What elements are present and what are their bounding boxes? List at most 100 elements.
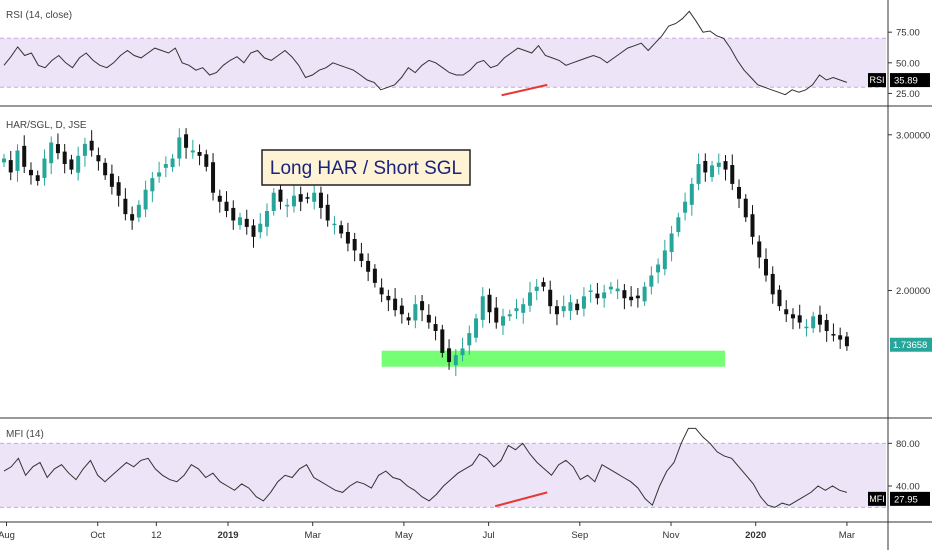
candle-body: [676, 217, 681, 232]
time-tick-label: Sep: [571, 530, 588, 541]
candle-body: [467, 333, 472, 346]
candle-body: [251, 225, 256, 237]
candle-body: [386, 295, 391, 301]
candle-body: [35, 175, 40, 181]
candle-body: [777, 289, 782, 307]
candle-body: [635, 295, 640, 299]
price-pane[interactable]: HAR/SGL, D, JSE 3.00000 2.00000 1.73658 L…: [2, 120, 932, 377]
rsi-last-value-tag: RSI 35.89: [868, 73, 930, 88]
candle-body: [710, 165, 715, 178]
time-tick-label: Jul: [483, 530, 495, 541]
candle-body: [797, 315, 802, 323]
candle-body: [366, 260, 371, 272]
candle-body: [103, 162, 108, 176]
candle-body: [474, 318, 479, 338]
candle-body: [527, 292, 532, 306]
mfi-tick-label: 80.00: [896, 439, 920, 450]
mfi-trend-line: [494, 491, 548, 508]
candle-body: [534, 286, 539, 291]
candle-body: [109, 173, 114, 187]
price-last-value: 1.73658: [893, 340, 927, 351]
mfi-y-ticks: 80.00 40.00: [888, 439, 920, 493]
mfi-line: [3, 427, 848, 508]
annotation-text: Long HAR / Short SGL: [270, 158, 462, 179]
time-tick-label: May: [395, 530, 413, 541]
candle-body: [163, 164, 168, 168]
candle-body: [264, 210, 269, 227]
candle-body: [656, 264, 661, 273]
candle-body: [737, 186, 742, 199]
price-tick-label: 2.00000: [896, 286, 930, 297]
rsi-last-value: 35.89: [894, 76, 918, 87]
candle-body: [669, 233, 674, 252]
candle-body: [285, 204, 290, 207]
candle-body: [494, 307, 499, 323]
candle-body: [217, 195, 222, 202]
rsi-tag-symbol: RSI: [869, 75, 884, 85]
candle-body: [723, 161, 728, 170]
candle-body: [69, 159, 74, 170]
candle-body: [561, 306, 566, 312]
price-y-ticks: 3.00000 2.00000: [888, 130, 930, 297]
candle-body: [784, 309, 789, 315]
candle-body: [116, 182, 121, 196]
time-tick-label: Mar: [305, 530, 321, 541]
mfi-band: [0, 443, 886, 508]
rsi-tick-label: 25.00: [896, 89, 920, 100]
candle-body: [224, 201, 229, 211]
candle-body: [507, 314, 512, 317]
rsi-y-ticks: 75.00 50.00 25.00: [888, 28, 920, 100]
candle-body: [76, 155, 81, 173]
rsi-pane[interactable]: RSI (14, close) 75.00 50.00 25.00 RSI 35.8…: [0, 10, 930, 100]
candle-body: [554, 306, 559, 315]
candle-body: [271, 192, 276, 211]
candle-body: [372, 268, 377, 283]
candle-body: [258, 223, 263, 233]
mfi-pane[interactable]: MFI (14) 80.00 40.00 MFI 27.95: [0, 427, 930, 508]
candle-body: [420, 301, 425, 311]
time-tick-label: 2019: [217, 530, 238, 541]
candle-body: [824, 320, 829, 331]
candle-body: [487, 294, 492, 313]
candle-body: [359, 253, 364, 261]
rsi-band: [0, 38, 886, 88]
candle-body: [426, 314, 431, 323]
candle-body: [8, 160, 13, 173]
candle-body: [123, 198, 128, 215]
price-last-value-tag: 1.73658: [890, 337, 932, 352]
time-axis[interactable]: Aug Oct 12 2019 Mar May Jul Sep Nov 2020 Mar: [0, 522, 855, 541]
candle-body: [844, 336, 849, 347]
candle-body: [743, 198, 748, 218]
candle-body: [136, 204, 141, 218]
rsi-tick-label: 75.00: [896, 28, 920, 39]
mfi-tag-symbol: MFI: [869, 494, 885, 504]
candle-body: [817, 314, 822, 325]
candle-body: [750, 214, 755, 237]
candle-body: [325, 204, 330, 221]
candle-body: [82, 143, 87, 156]
candle-body: [790, 314, 795, 319]
time-tick-label: Aug: [0, 530, 15, 541]
candle-body: [393, 298, 398, 311]
price-tick-label: 3.00000: [896, 130, 930, 141]
candle-body: [2, 158, 6, 163]
candle-body: [28, 169, 33, 176]
candle-body: [278, 189, 283, 202]
candle-body: [143, 189, 148, 210]
candle-body: [541, 282, 546, 287]
price-label: HAR/SGL, D, JSE: [6, 120, 87, 131]
time-tick-label: 2020: [745, 530, 766, 541]
candle-body: [150, 178, 155, 192]
candle-body: [89, 140, 94, 151]
candle-body: [184, 134, 189, 148]
candle-body: [629, 296, 634, 301]
candle-body: [433, 324, 438, 331]
candle-body: [696, 164, 701, 184]
candle-body: [575, 303, 580, 311]
candle-body: [15, 150, 20, 171]
mfi-label: MFI (14): [6, 429, 44, 440]
candle-body: [460, 348, 465, 356]
candle-body: [683, 201, 688, 213]
candle-body: [595, 293, 600, 299]
